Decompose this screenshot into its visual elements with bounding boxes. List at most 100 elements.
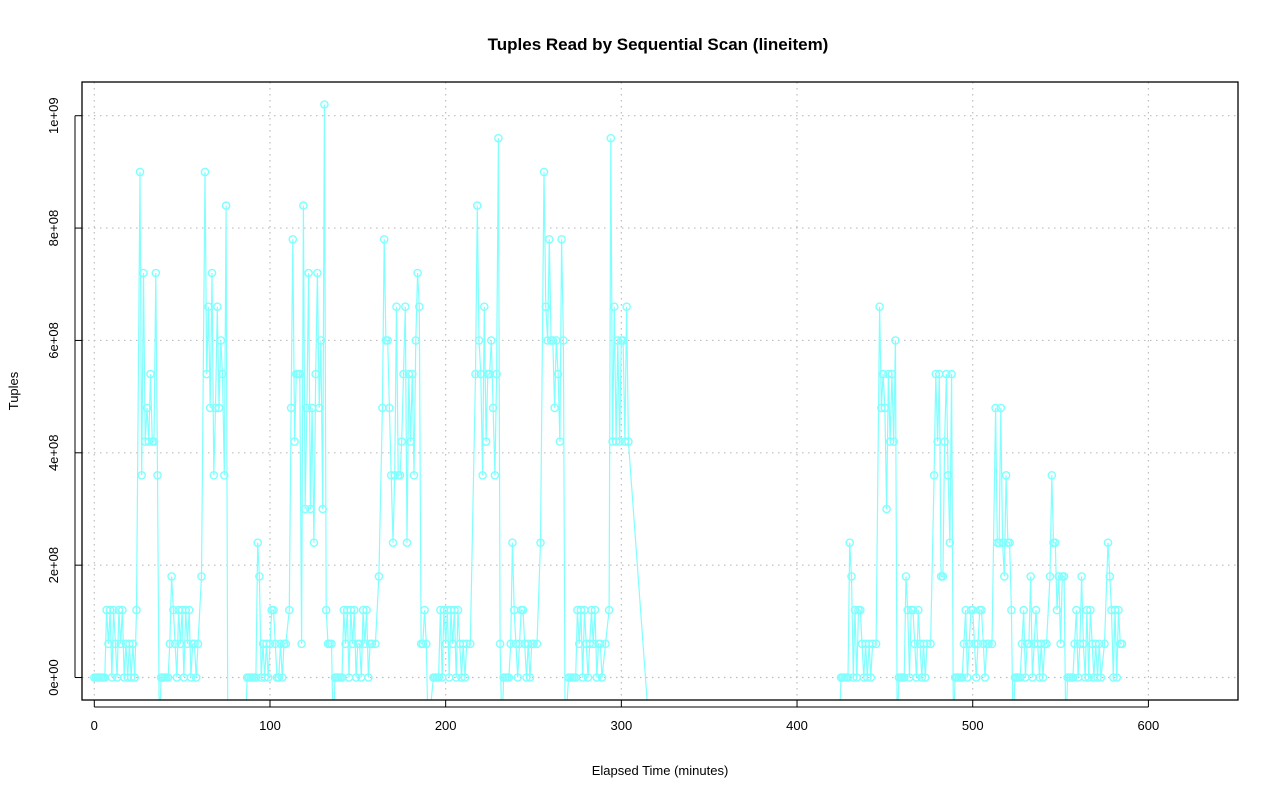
chart-title: Tuples Read by Sequential Scan (lineitem… (488, 35, 829, 54)
data-point (980, 673, 990, 682)
data-point (871, 639, 881, 649)
data-point (479, 302, 489, 312)
data-point (478, 470, 487, 480)
data-point (349, 605, 359, 615)
data-point (1068, 673, 1078, 682)
data-point (618, 336, 628, 345)
data-point (111, 639, 120, 649)
data-point (460, 673, 470, 682)
data-point (926, 639, 935, 649)
data-point (277, 673, 287, 682)
data-point (942, 369, 951, 379)
data-point (406, 437, 415, 446)
data-point (850, 605, 860, 615)
data-point (543, 336, 552, 345)
data-point (880, 403, 890, 413)
data-point (1042, 639, 1051, 649)
data-point (1094, 639, 1104, 649)
data-point (165, 639, 175, 649)
data-point (901, 572, 911, 581)
data-point (130, 673, 139, 682)
data-point (149, 437, 159, 446)
data-point (866, 673, 876, 682)
data-point (1026, 572, 1035, 581)
data-point (251, 673, 261, 682)
data-point (388, 538, 398, 548)
data-point (156, 730, 163, 737)
data-point (367, 639, 377, 649)
data-point (1075, 639, 1085, 649)
data-point (947, 369, 956, 379)
data-point (597, 673, 607, 682)
data-point (472, 201, 482, 210)
data-point (1105, 572, 1115, 581)
data-point (269, 605, 278, 615)
data-point (845, 538, 855, 548)
data-point (957, 673, 967, 682)
data-point (1070, 639, 1079, 649)
plot-frame (81, 81, 1239, 701)
data-point (262, 639, 271, 649)
x-tick-label: 500 (962, 718, 984, 733)
data-point (418, 639, 428, 649)
data-point (959, 639, 969, 649)
data-point (265, 639, 275, 649)
data-point (1080, 673, 1090, 682)
data-point (1096, 673, 1106, 682)
data-point (299, 201, 308, 210)
data-point (409, 470, 419, 480)
data-point (1051, 538, 1060, 548)
data-point (525, 673, 535, 682)
data-point (260, 673, 270, 682)
data-point (404, 369, 414, 379)
data-point (1084, 673, 1093, 682)
data-point (887, 369, 897, 379)
data-point (281, 639, 291, 649)
x-tick-label: 400 (786, 718, 808, 733)
data-point (135, 167, 145, 177)
data-point (453, 605, 463, 615)
data-point (1103, 538, 1113, 548)
data-point (912, 673, 921, 682)
data-point (994, 538, 1004, 548)
data-point (1000, 572, 1009, 581)
data-point (193, 639, 203, 649)
data-point (532, 639, 542, 649)
data-point (288, 234, 298, 244)
data-point (583, 673, 593, 682)
data-point (355, 639, 364, 649)
data-point (1007, 605, 1016, 615)
data-point (385, 403, 394, 413)
data-point (1005, 538, 1014, 548)
data-point (184, 605, 194, 615)
data-point (207, 268, 217, 278)
data-point (137, 470, 146, 480)
data-point (421, 639, 431, 649)
data-point (943, 470, 953, 480)
data-point (105, 605, 115, 615)
data-point (1062, 730, 1069, 737)
data-point (1117, 639, 1127, 649)
data-point (984, 639, 993, 649)
data-point (190, 639, 199, 649)
data-point (849, 673, 858, 682)
data-point (1056, 639, 1065, 649)
data-point (578, 673, 588, 682)
data-point (304, 268, 313, 278)
data-point (242, 730, 249, 737)
data-point (116, 639, 125, 649)
data-point (601, 639, 610, 649)
data-point (613, 336, 623, 345)
data-point (481, 437, 491, 446)
data-point (950, 730, 957, 737)
data-point (996, 403, 1006, 413)
x-axis: 0 100 200 300 400 500 600 (91, 700, 1159, 733)
data-point (875, 302, 884, 312)
data-point (1019, 605, 1029, 615)
data-point (536, 538, 545, 548)
data-point (940, 437, 949, 446)
data-point (903, 605, 913, 615)
data-point (908, 605, 918, 615)
data-point (1086, 605, 1095, 615)
y-axis: 0e+00 2e+08 4e+08 6e+08 8e+08 1e+09 (46, 97, 82, 696)
